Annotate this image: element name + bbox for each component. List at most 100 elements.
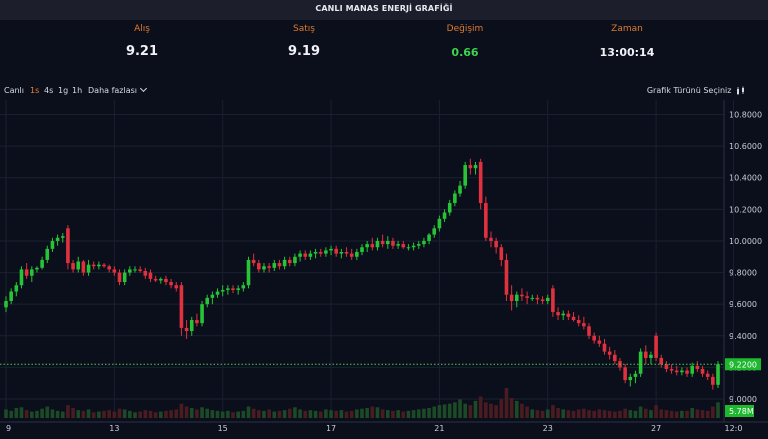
volume-badge: [725, 405, 754, 417]
volume-bar: [633, 410, 638, 418]
volume-bar: [133, 412, 137, 418]
candle-body: [380, 240, 385, 245]
candle-body: [396, 244, 400, 246]
volume-bar: [324, 409, 328, 418]
interval-1h[interactable]: 1h: [72, 86, 83, 95]
volume-bar: [669, 410, 674, 418]
quote-ask: Satış 9.19: [239, 20, 369, 59]
x-tick-label: 12:0: [724, 424, 742, 433]
volume-bar: [489, 403, 493, 418]
volume-label: 5.78M: [729, 407, 754, 416]
candle-body: [179, 285, 184, 328]
volume-bar: [643, 408, 648, 418]
volume-bar: [262, 410, 266, 418]
candle-body: [55, 237, 60, 241]
volume-bar: [148, 410, 153, 418]
candle-body: [86, 264, 91, 273]
volume-bar: [422, 408, 426, 418]
candle-body: [262, 266, 266, 270]
chart-type-label: Grafik Türünü Seçiniz: [646, 86, 732, 95]
volume-bar: [19, 407, 24, 418]
candle-body: [664, 364, 669, 369]
candle-body: [117, 272, 122, 283]
candlestick-chart[interactable]: 10.8000 10.6000 10.4000 10.2000 10.0000 9.800…: [0, 100, 768, 435]
chart-canvas[interactable]: 10.8000 10.6000 10.4000 10.2000 10.0000 9.800…: [0, 100, 768, 435]
candle-body: [582, 323, 586, 327]
volume-bar: [55, 410, 60, 418]
y-tick-label: 10.6000: [729, 142, 762, 151]
volume-bar: [349, 410, 354, 418]
volume-bar: [582, 408, 586, 418]
volume-bar: [189, 408, 194, 418]
interval-4s[interactable]: 4s: [44, 86, 54, 95]
chart-type-selector[interactable]: Grafik Türünü Seçiniz: [647, 86, 745, 95]
volume-bar: [107, 410, 111, 418]
volume-bar: [298, 409, 302, 418]
candle-body: [133, 269, 137, 271]
candle-body: [669, 368, 674, 371]
x-tick-label: 27: [651, 424, 661, 433]
volume-bar: [380, 409, 385, 418]
volume-bar: [117, 408, 122, 418]
live-button[interactable]: Canlı: [4, 86, 25, 95]
candle-body: [251, 259, 256, 264]
candle-body: [9, 291, 13, 302]
candle-body: [509, 294, 514, 302]
candle-body: [102, 264, 106, 267]
volume-bar: [35, 410, 39, 418]
volume-bar: [329, 410, 333, 418]
volume-bar: [427, 408, 431, 418]
volume-bar: [277, 410, 282, 418]
candle-body: [587, 326, 591, 336]
volume-bar: [576, 409, 581, 418]
volume-bar: [24, 410, 29, 418]
quote-time: Zaman 13:00:14: [562, 20, 692, 59]
volume-bar: [690, 408, 695, 418]
candle-body: [313, 252, 318, 254]
y-tick-label: 9.0000: [729, 395, 757, 404]
candle-body: [164, 278, 168, 283]
y-tick-label: 10.8000: [729, 110, 762, 119]
volume-bar: [613, 411, 617, 418]
candle-body: [607, 351, 612, 355]
candle-body: [576, 319, 581, 324]
volume-bar: [81, 410, 86, 418]
volume-bar: [685, 410, 689, 418]
volume-bar: [432, 406, 437, 418]
candle-body: [143, 270, 148, 276]
interval-1s[interactable]: 1s: [30, 86, 40, 95]
interval-1g[interactable]: 1g: [58, 86, 69, 95]
candle-body: [344, 252, 349, 254]
volume-bar: [680, 410, 684, 418]
volume-bar: [241, 410, 246, 418]
change-value: 0.66: [451, 46, 479, 59]
volume-bar: [530, 409, 535, 418]
candle-body: [520, 294, 524, 297]
current-price-label: 9.2200: [729, 360, 757, 369]
time-value: 13:00:14: [599, 46, 655, 59]
candle-body: [385, 240, 390, 245]
volume-bar: [195, 409, 199, 418]
volume-bar: [556, 408, 560, 418]
candle-body: [293, 256, 297, 264]
volume-bar: [587, 410, 591, 418]
candle-body: [375, 240, 380, 248]
volume-bar: [50, 409, 55, 418]
volume-bar: [540, 410, 545, 418]
candle-body: [122, 272, 127, 283]
chart-title-bar: CANLI MANAS ENERJİ GRAFİĞİ: [0, 0, 768, 20]
candle-body: [45, 248, 50, 260]
volume-bar: [561, 409, 566, 418]
volume-bar: [138, 411, 142, 418]
candle-body: [205, 297, 210, 305]
candle-body: [370, 244, 375, 248]
candle-body: [427, 234, 431, 241]
volume-bar: [442, 404, 447, 418]
y-tick-label: 10.2000: [729, 205, 762, 214]
more-dropdown[interactable]: Daha fazlası: [88, 84, 148, 95]
candle-body: [287, 259, 292, 264]
candle-body: [690, 365, 695, 374]
page-title: CANLI MANAS ENERJİ GRAFİĞİ: [315, 4, 453, 13]
x-tick-label: 13: [109, 424, 119, 433]
volume-bar: [226, 410, 230, 418]
